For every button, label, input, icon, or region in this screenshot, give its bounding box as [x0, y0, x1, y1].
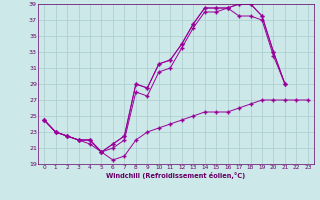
- X-axis label: Windchill (Refroidissement éolien,°C): Windchill (Refroidissement éolien,°C): [106, 172, 246, 179]
